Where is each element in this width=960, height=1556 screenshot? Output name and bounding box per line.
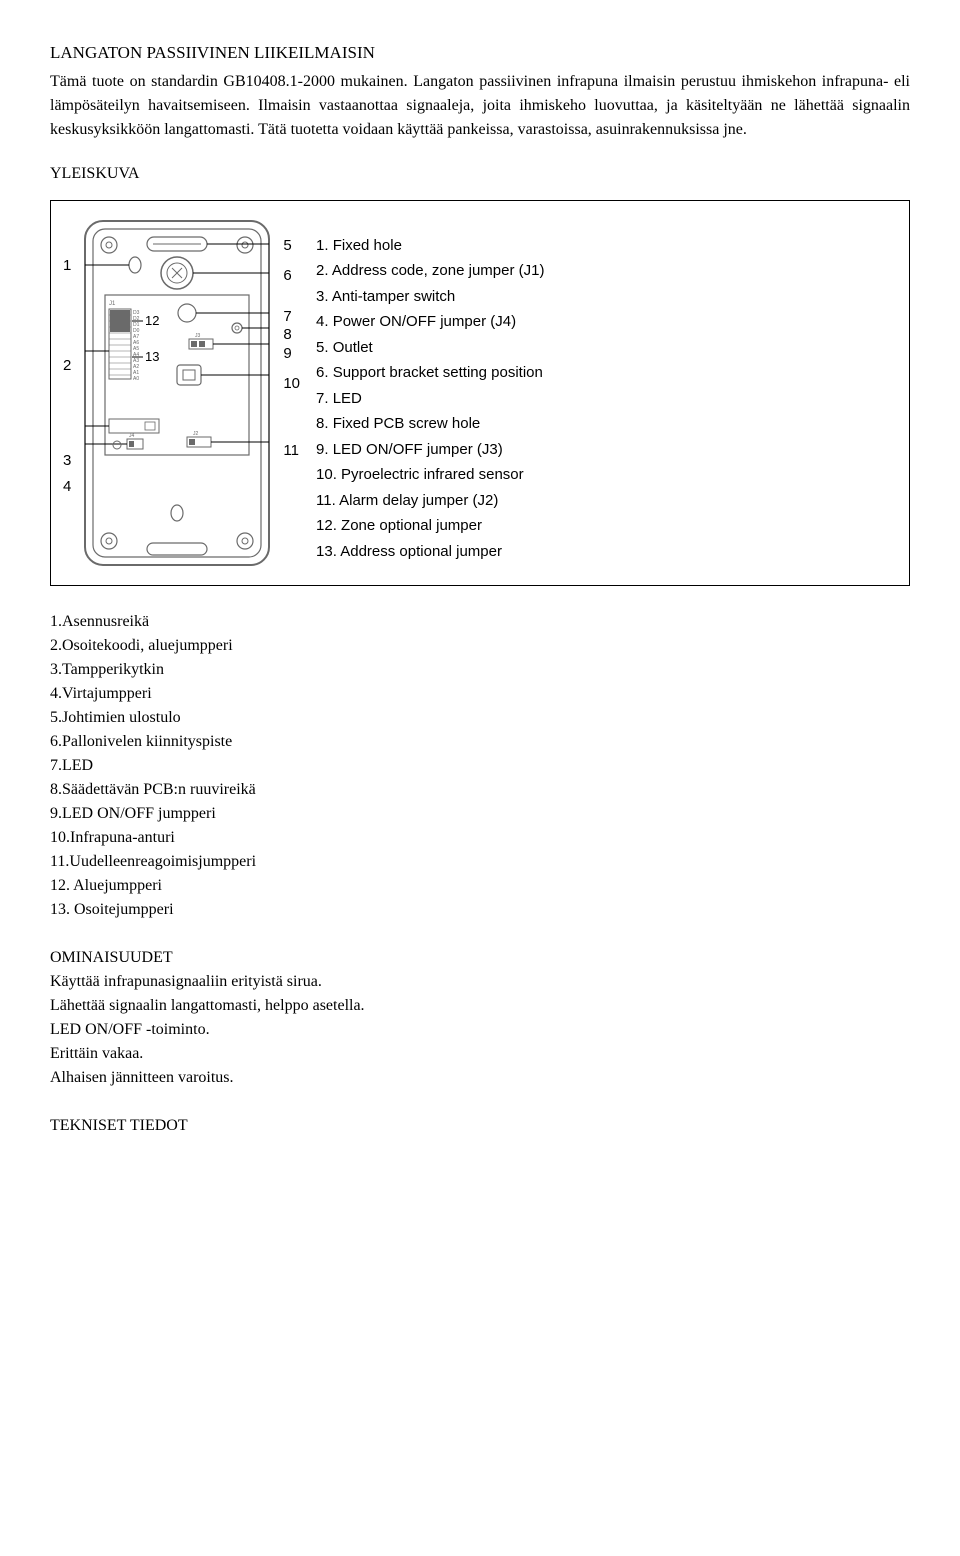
svg-text:J1: J1 bbox=[109, 301, 116, 307]
list-item: 4.Virtajumpperi bbox=[50, 682, 910, 706]
marker-5: 5 bbox=[283, 235, 300, 258]
features-section: OMINAISUUDET Käyttää infrapunasignaaliin… bbox=[50, 946, 910, 1090]
legend-item: 11. Alarm delay jumper (J2) bbox=[316, 488, 544, 514]
list-item: 8.Säädettävän PCB:n ruuvireikä bbox=[50, 778, 910, 802]
svg-text:13: 13 bbox=[145, 349, 159, 364]
marker-10: 10 bbox=[283, 373, 300, 396]
feature-item: Lähettää signaalin langattomasti, helppo… bbox=[50, 994, 910, 1018]
list-item: 1.Asennusreikä bbox=[50, 610, 910, 634]
feature-item: Erittäin vakaa. bbox=[50, 1042, 910, 1066]
feature-item: Alhaisen jännitteen varoitus. bbox=[50, 1066, 910, 1090]
svg-text:A0: A0 bbox=[133, 376, 139, 382]
list-item: 2.Osoitekoodi, aluejumpperi bbox=[50, 634, 910, 658]
legend-item: 10. Pyroelectric infrared sensor bbox=[316, 462, 544, 488]
list-item: 9.LED ON/OFF jumpperi bbox=[50, 802, 910, 826]
list-item: 5.Johtimien ulostulo bbox=[50, 706, 910, 730]
marker-2: 2 bbox=[63, 355, 71, 378]
legend-item: 12. Zone optional jumper bbox=[316, 513, 544, 539]
diagram-legend: 1. Fixed hole 2. Address code, zone jump… bbox=[316, 213, 544, 565]
legend-item: 8. Fixed PCB screw hole bbox=[316, 411, 544, 437]
overview-heading: YLEISKUVA bbox=[50, 162, 910, 186]
marker-11: 11 bbox=[283, 440, 300, 463]
features-heading: OMINAISUUDET bbox=[50, 946, 910, 970]
marker-3: 3 bbox=[63, 450, 71, 473]
list-item: 13. Osoitejumpperi bbox=[50, 898, 910, 922]
page-title: LANGATON PASSIIVINEN LIIKEILMAISIN bbox=[50, 40, 910, 66]
legend-item: 3. Anti-tamper switch bbox=[316, 284, 544, 310]
feature-item: LED ON/OFF -toiminto. bbox=[50, 1018, 910, 1042]
list-item: 11.Uudelleenreagoimisjumpperi bbox=[50, 850, 910, 874]
device-diagram: J1 D3 D2 D1 D0 A7 A6 A5 A4 bbox=[77, 213, 277, 573]
svg-text:J3: J3 bbox=[195, 333, 201, 339]
list-item: 6.Pallonivelen kiinnityspiste bbox=[50, 730, 910, 754]
list-item: 12. Aluejumpperi bbox=[50, 874, 910, 898]
svg-text:J2: J2 bbox=[193, 431, 199, 437]
tech-specs-heading: TEKNISET TIEDOT bbox=[50, 1114, 910, 1138]
list-item: 3.Tampperikytkin bbox=[50, 658, 910, 682]
right-marker-column: 5 6 7 8 9 10 11 bbox=[283, 213, 300, 463]
legend-item: 6. Support bracket setting position bbox=[316, 360, 544, 386]
marker-6: 6 bbox=[283, 265, 300, 288]
legend-item: 5. Outlet bbox=[316, 335, 544, 361]
marker-1: 1 bbox=[63, 255, 71, 278]
intro-paragraph: Tämä tuote on standardin GB10408.1-2000 … bbox=[50, 70, 910, 142]
legend-item: 4. Power ON/OFF jumper (J4) bbox=[316, 309, 544, 335]
finnish-parts-list: 1.Asennusreikä 2.Osoitekoodi, aluejumppe… bbox=[50, 610, 910, 922]
legend-item: 1. Fixed hole bbox=[316, 233, 544, 259]
legend-item: 2. Address code, zone jumper (J1) bbox=[316, 258, 544, 284]
legend-item: 13. Address optional jumper bbox=[316, 539, 544, 565]
device-wrapper: 1 2 3 4 bbox=[63, 213, 300, 573]
marker-4: 4 bbox=[63, 476, 71, 499]
feature-item: Käyttää infrapunasignaaliin erityistä si… bbox=[50, 970, 910, 994]
legend-item: 7. LED bbox=[316, 386, 544, 412]
legend-item: 9. LED ON/OFF jumper (J3) bbox=[316, 437, 544, 463]
overview-diagram-container: 1 2 3 4 bbox=[50, 200, 910, 586]
list-item: 7.LED bbox=[50, 754, 910, 778]
svg-text:12: 12 bbox=[145, 313, 159, 328]
svg-text:J4: J4 bbox=[129, 433, 135, 439]
left-marker-column: 1 2 3 4 bbox=[63, 213, 71, 499]
marker-9: 9 bbox=[283, 343, 300, 366]
list-item: 10.Infrapuna-anturi bbox=[50, 826, 910, 850]
